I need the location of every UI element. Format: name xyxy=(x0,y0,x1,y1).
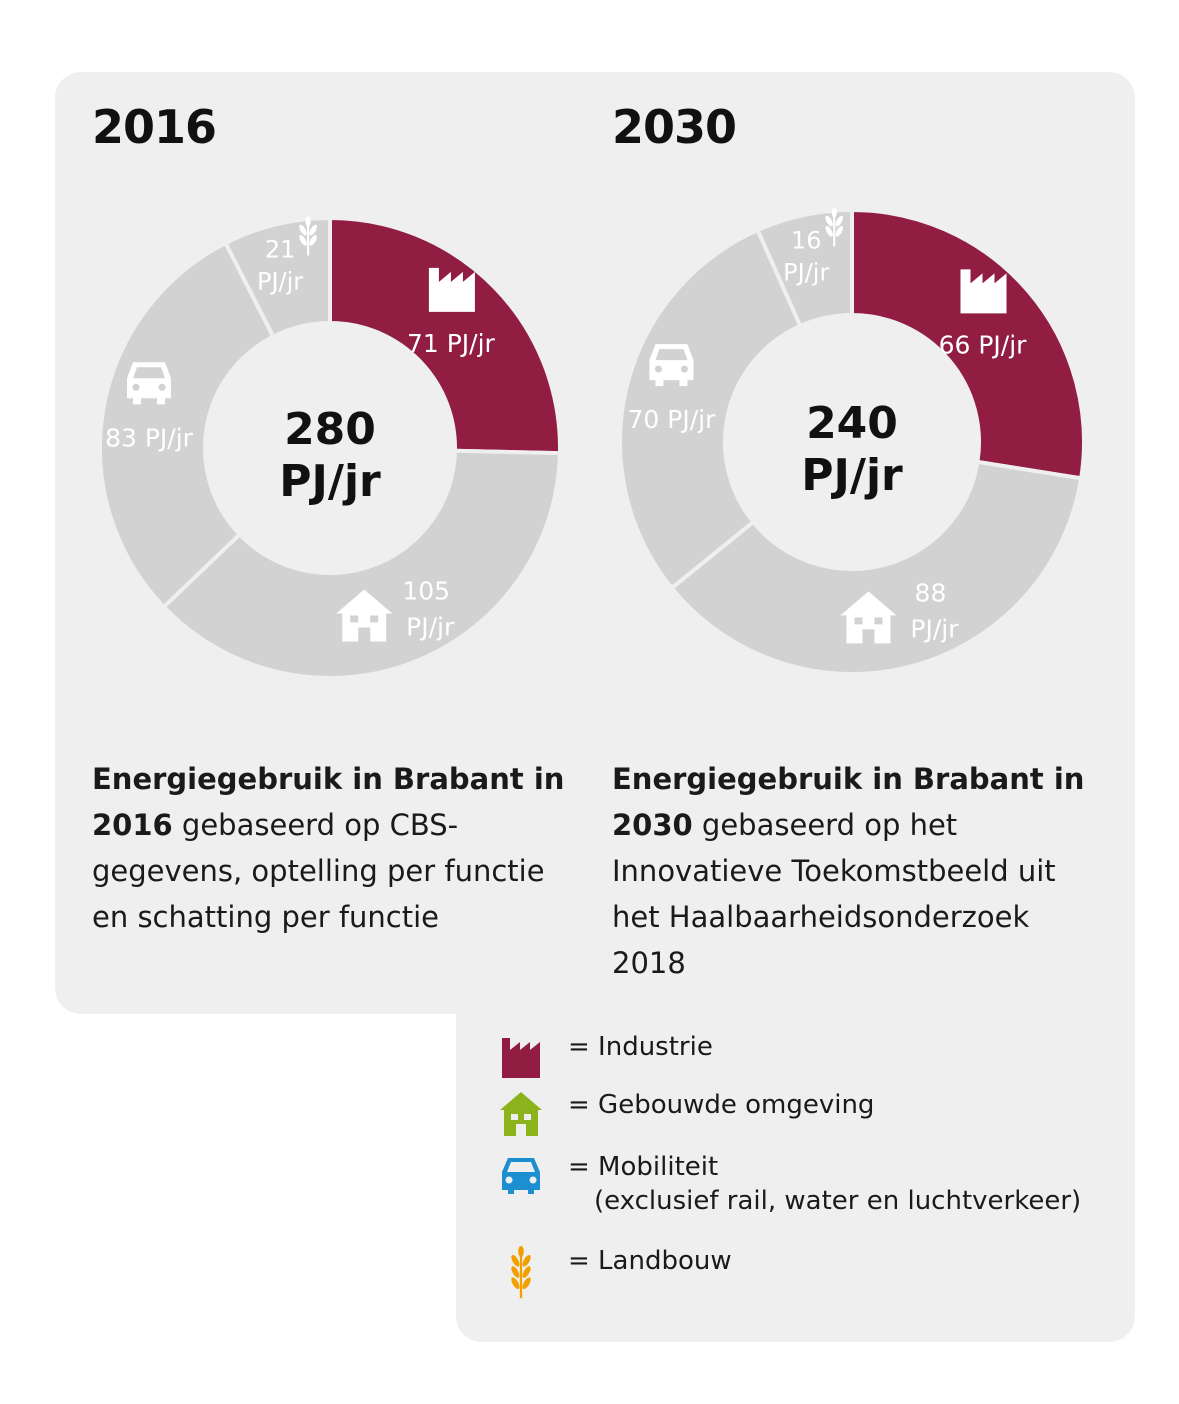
slice-value-label: 16 xyxy=(791,226,822,254)
car-icon xyxy=(502,1158,540,1194)
center-total-value: 280 xyxy=(284,404,376,455)
wheat-icon xyxy=(511,1245,531,1299)
car-icon xyxy=(127,362,172,405)
factory-icon xyxy=(428,267,475,312)
slice-unit-label: PJ/jr xyxy=(783,258,829,286)
slice-value-label: 70 PJ/jr xyxy=(628,405,717,434)
legend-label-mobility-main: = Mobiliteit xyxy=(568,1152,719,1182)
description-2016-text: gebaseerd op CBS-gegevens, optelling per… xyxy=(92,808,545,934)
car-icon xyxy=(649,344,694,387)
legend-item-mobility: = Mobiliteit (exclusief rail, water en l… xyxy=(498,1150,1081,1218)
slice-value-label: 71 PJ/jr xyxy=(407,329,496,358)
factory-icon xyxy=(502,1038,540,1078)
slice-unit-label: PJ/jr xyxy=(257,267,303,295)
description-2030-bold: Energiegebruik in Brabant in 2030 xyxy=(612,762,1085,842)
description-2016: Energiegebruik in Brabant in 2016 gebase… xyxy=(92,756,572,940)
center-total-unit: PJ/jr xyxy=(801,450,903,501)
legend-panel xyxy=(456,960,1135,1342)
slice-value-label: 88 xyxy=(915,578,947,607)
slice-value-label: 105 xyxy=(402,576,450,605)
legend-label-built: = Gebouwde omgeving xyxy=(568,1090,875,1120)
legend-label-mobility-sub: (exclusief rail, water en luchtverkeer) xyxy=(594,1186,1082,1216)
slice-wheat xyxy=(222,215,332,340)
slice-value-label: 66 PJ/jr xyxy=(939,330,1028,359)
year-title-2030: 2030 xyxy=(612,100,737,154)
slice-unit-label: PJ/jr xyxy=(910,614,959,643)
house-icon xyxy=(500,1092,542,1136)
legend-label-agriculture: = Landbouw xyxy=(568,1246,732,1276)
slice-value-label: 21 xyxy=(265,235,296,263)
house-icon xyxy=(336,589,393,642)
slice-house xyxy=(668,459,1084,676)
description-2030-text: gebaseerd op het Innovatieve Toekomstbee… xyxy=(612,808,1056,980)
slice-car xyxy=(618,227,803,591)
center-total-value: 240 xyxy=(806,398,898,449)
slice-house xyxy=(160,448,562,680)
center-total-unit: PJ/jr xyxy=(279,456,381,507)
house-icon xyxy=(840,591,897,644)
legend-item-industry: = Industrie xyxy=(498,1030,713,1080)
wheat-icon xyxy=(825,207,844,247)
legend-item-agriculture: = Landbouw xyxy=(498,1244,732,1300)
slice-value-label: 83 PJ/jr xyxy=(105,423,194,452)
slice-factory xyxy=(328,215,562,456)
slice-car xyxy=(98,240,276,610)
description-2016-bold: Energiegebruik in Brabant in 2016 xyxy=(92,762,565,842)
legend-item-built: = Gebouwde omgeving xyxy=(498,1088,874,1138)
legend-label-industry: = Industrie xyxy=(568,1032,713,1062)
slice-factory xyxy=(850,207,1086,481)
year-title-2016: 2016 xyxy=(92,100,217,154)
slice-wheat xyxy=(754,207,854,329)
legend-label-mobility: = Mobiliteit (exclusief rail, water en l… xyxy=(568,1150,1081,1218)
slice-unit-label: PJ/jr xyxy=(406,612,455,641)
factory-icon xyxy=(960,269,1007,314)
description-2030: Energiegebruik in Brabant in 2030 gebase… xyxy=(612,756,1092,986)
wheat-icon xyxy=(299,216,317,256)
